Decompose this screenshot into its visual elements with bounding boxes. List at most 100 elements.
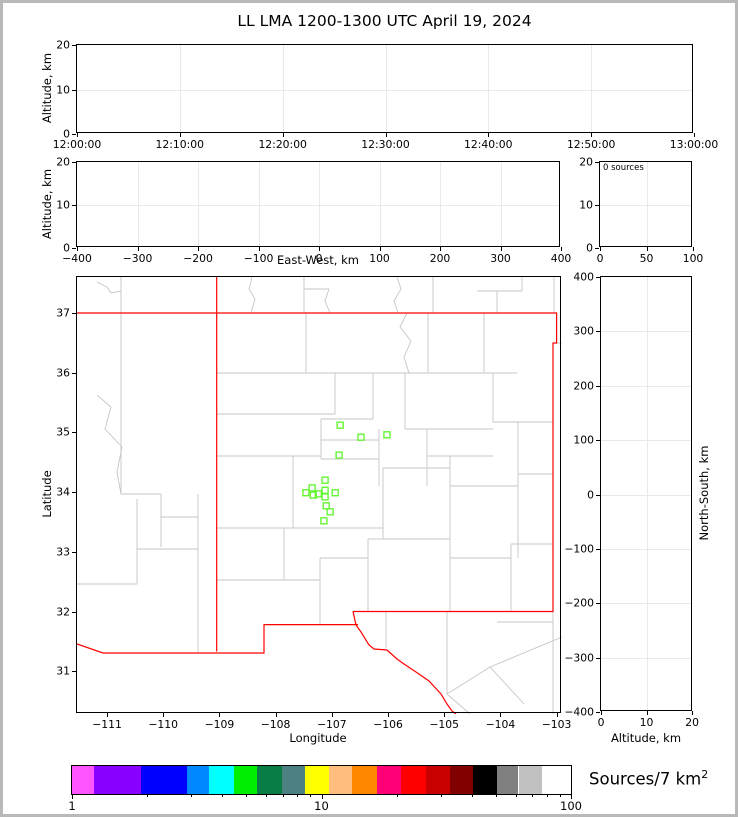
y-tick-label: 33 [56,545,70,559]
x-tick-label: 12:00:00 [52,138,102,151]
y-axis-tick [595,205,599,206]
gridline-horizontal [601,331,691,333]
x-tick-label: 12:50:00 [566,138,616,151]
panel-altitude-histogram: 0 50 100 0 10 20 [579,156,703,266]
x-axis-tick [694,133,695,137]
y-tick-label: 36 [56,366,70,380]
y-axis-tick [72,248,76,249]
y-axis-label-eastwest-panel: Altitude, km [40,168,54,240]
x-tick-label: 12:40:00 [464,138,513,151]
gridline-vertical [379,162,381,246]
x-tick-label: −109 [204,718,235,731]
colorbar-minor-tick [396,794,398,797]
gridline-horizontal [601,440,691,442]
colorbar-minor-tick [515,794,517,797]
gridline-vertical [500,162,502,246]
x-axis-tick [388,713,389,717]
x-axis-tick [556,713,558,717]
colorbar-segment [518,766,542,794]
y-tick-label: −200 [564,596,594,610]
x-axis-tick [591,133,593,137]
colorbar-major-tick [72,794,73,799]
colorbar-minor-tick [222,794,224,797]
colorbar-segment [305,766,329,794]
x-axis-tick [275,713,277,717]
y-axis-tick [72,372,76,374]
x-axis-tick [77,247,78,251]
x-tick-label: 12:20:00 [258,138,307,151]
x-tick-label: −107 [316,718,347,731]
x-tick-label: 300 [490,252,511,265]
y-tick-label: 10 [56,198,70,212]
x-tick-label: −108 [260,718,291,731]
y-axis-tick [72,89,76,91]
x-tick-label: 12:10:00 [155,138,205,151]
gridline-horizontal [601,657,691,659]
x-tick-label: 10 [639,716,654,729]
y-tick-label: 37 [56,306,70,320]
y-axis-tick [596,277,600,278]
x-axis-tick [561,247,562,251]
x-axis-tick [440,247,441,251]
colorbar-segment [208,766,234,794]
colorbar-segment [186,766,209,794]
colorbar-segment [426,766,450,794]
x-axis-label-map: Longitude [289,731,347,745]
y-tick-label: 32 [56,605,70,618]
y-axis-tick [595,248,599,249]
colorbar-tick-label: 100 [560,799,582,813]
colorbar-label: Sources/7 km2 [589,768,708,789]
colorbar-segment [234,766,257,794]
y-axis-tick [596,548,600,550]
y-tick-label: 20 [579,155,593,169]
x-axis-tick [379,247,381,251]
y-tick-label: 10 [56,83,70,96]
panel-eastwest-altitude: −400 −300 −200 −100 0 100 200 300 400 0 10 20 [56,156,571,266]
colorbar-label-text: Sources/7 km [589,769,702,789]
x-tick-label: 50 [639,252,654,265]
y-axis-tick [72,492,76,494]
x-axis-tick [692,711,694,715]
gridline-horizontal [77,89,692,91]
x-axis-tick [601,711,602,715]
x-axis-tick [258,247,260,251]
gridline-vertical [198,162,199,246]
colorbar-segment [328,766,353,794]
colorbar-major-tick [321,794,323,799]
gridline-horizontal [601,548,691,550]
y-tick-label: 0 [586,241,593,255]
gridline-vertical [488,45,490,132]
gridline-vertical [440,162,441,246]
colorbar-label-exponent: 2 [701,768,709,781]
gridline-horizontal [601,385,691,387]
y-axis-tick [596,440,600,442]
colorbar-minor-tick [266,794,268,797]
colorbar-tick-label: 10 [314,799,329,813]
x-axis-label-northsouth-panel: Altitude, km [610,731,682,745]
x-tick-label: 0 [597,716,605,729]
colorbar-segment [541,766,571,794]
x-axis-tick [646,711,648,715]
x-axis-tick [163,713,165,717]
x-axis-tick [137,247,139,251]
y-axis-tick [72,313,76,314]
y-tick-label: 20 [56,155,70,169]
y-tick-label: 10 [579,198,593,212]
y-axis-label-map: Latitude [40,470,54,518]
y-axis-tick [72,671,76,673]
y-axis-tick [72,611,76,613]
x-axis-tick [385,133,387,137]
gridline-horizontal [601,494,691,496]
y-axis-tick [72,205,76,206]
y-tick-label: 20 [56,38,70,52]
colorbar-minor-tick [147,794,149,797]
x-axis-tick [500,247,502,251]
colorbar-segment [94,766,141,794]
x-axis-tick [179,133,181,137]
x-axis-tick [488,133,490,137]
x-tick-label: 100 [369,252,390,265]
y-tick-label: 400 [573,270,594,284]
colorbar-segment [352,766,378,794]
x-tick-label: −104 [485,718,516,731]
